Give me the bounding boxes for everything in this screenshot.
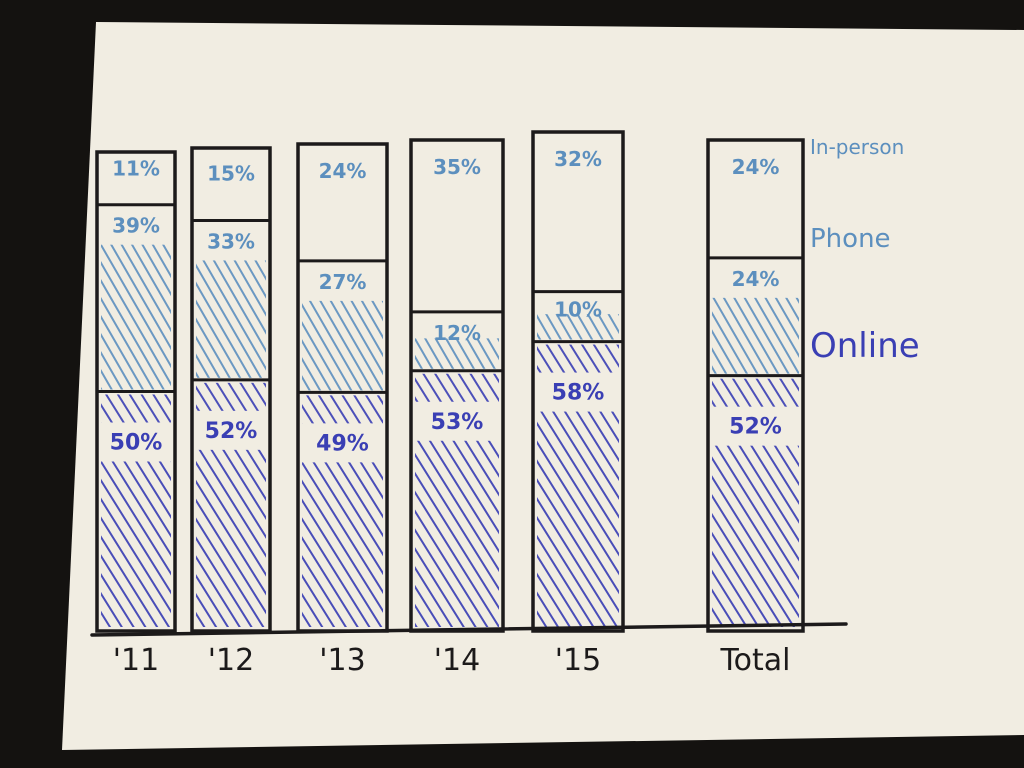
- bar-segment-online-upper: [712, 378, 799, 407]
- x-tick-label: '13: [319, 643, 365, 678]
- data-label-online: 52%: [205, 419, 258, 444]
- bar-segment-online: [302, 462, 383, 627]
- data-label-online: 50%: [110, 431, 163, 456]
- data-label-phone: 24%: [732, 267, 780, 291]
- bar-outline: [531, 130, 625, 633]
- bar-segment-phone: [302, 300, 383, 391]
- data-label-phone: 27%: [319, 270, 367, 294]
- bar-segment-phone: [712, 297, 799, 374]
- data-label-online: 58%: [552, 381, 605, 406]
- bar-segment-phone: [415, 338, 499, 369]
- x-axis-baseline: [90, 622, 848, 637]
- bar-segment-phone: [537, 314, 619, 340]
- bar-outline: [190, 146, 272, 633]
- bar-segment-online-upper: [415, 373, 499, 402]
- data-label-online: 52%: [729, 415, 782, 440]
- stacked-bar-0: 11% 39% 50%: [95, 150, 177, 633]
- x-tick-label: '15: [555, 643, 601, 678]
- x-tick-label: '14: [434, 643, 480, 678]
- data-label-in-person: 24%: [732, 155, 780, 179]
- data-label-in-person: 15%: [207, 162, 255, 186]
- legend: In-person Phone Online: [810, 135, 920, 366]
- legend-entry: Online: [810, 326, 920, 366]
- x-tick-label: '11: [113, 643, 159, 678]
- data-label-online: 49%: [316, 431, 369, 456]
- data-label-in-person: 11%: [112, 157, 160, 181]
- legend-entry: In-person: [810, 135, 904, 159]
- stacked-bar-4: 32% 10% 58%: [531, 130, 625, 633]
- data-label-phone: 12%: [433, 321, 481, 345]
- data-label-in-person: 32%: [554, 147, 602, 171]
- stacked-bar-5: 24% 24% 52%: [706, 138, 805, 633]
- x-tick-label: '12: [208, 643, 254, 678]
- bar-segment-online: [196, 449, 266, 627]
- data-label-online: 53%: [431, 410, 484, 435]
- stacked-bar-1: 15% 33% 52%: [190, 146, 272, 633]
- x-tick-label: Total: [719, 643, 790, 678]
- data-label-phone: 39%: [112, 214, 160, 238]
- data-label-in-person: 24%: [319, 159, 367, 183]
- data-label-phone: 33%: [207, 229, 255, 253]
- bar-segment-online-upper: [537, 344, 619, 373]
- bar-segment-phone: [101, 244, 171, 390]
- data-label-in-person: 35%: [433, 155, 481, 179]
- stacked-bar-3: 35% 12% 53%: [409, 138, 505, 633]
- bars-layer: 11% 39% 50% 15% 33% 52% 24% 27% 49% 35% 12% 53% 32% 1…: [95, 130, 805, 633]
- bar-segment-online: [415, 440, 499, 627]
- data-label-phone: 10%: [554, 298, 602, 322]
- bar-segment-online: [712, 445, 799, 627]
- bar-segment-online-upper: [101, 394, 171, 423]
- stacked-bar-2: 24% 27% 49%: [296, 142, 389, 633]
- bar-segment-online-upper: [196, 382, 266, 411]
- bar-outline: [706, 138, 805, 633]
- bar-segment-phone: [196, 260, 266, 378]
- bar-segment-online-upper: [302, 395, 383, 424]
- bar-segment-online: [101, 461, 171, 627]
- legend-entry: Phone: [810, 224, 891, 254]
- bar-segment-online: [537, 411, 619, 627]
- x-tick-labels: '11 '12 '13 '14 '15 Total: [113, 643, 791, 678]
